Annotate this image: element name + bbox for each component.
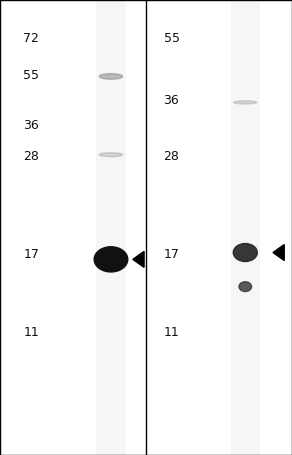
Text: 11: 11 (23, 326, 39, 339)
Text: 36: 36 (164, 94, 179, 106)
Polygon shape (273, 244, 284, 261)
Text: 17: 17 (23, 248, 39, 261)
Text: 28: 28 (164, 151, 179, 163)
Text: 36: 36 (23, 119, 39, 131)
Ellipse shape (233, 243, 257, 262)
Text: 11: 11 (164, 326, 179, 339)
Text: 17: 17 (164, 248, 179, 261)
Ellipse shape (99, 74, 123, 79)
Text: 55: 55 (23, 69, 39, 81)
Text: 72: 72 (23, 32, 39, 45)
Text: 28: 28 (23, 151, 39, 163)
Ellipse shape (234, 101, 257, 104)
Ellipse shape (99, 153, 123, 157)
Polygon shape (133, 251, 144, 268)
Bar (231, 0, 260, 455)
Ellipse shape (239, 282, 252, 292)
Text: 55: 55 (164, 32, 180, 45)
Ellipse shape (94, 247, 128, 272)
Bar (96, 0, 126, 455)
